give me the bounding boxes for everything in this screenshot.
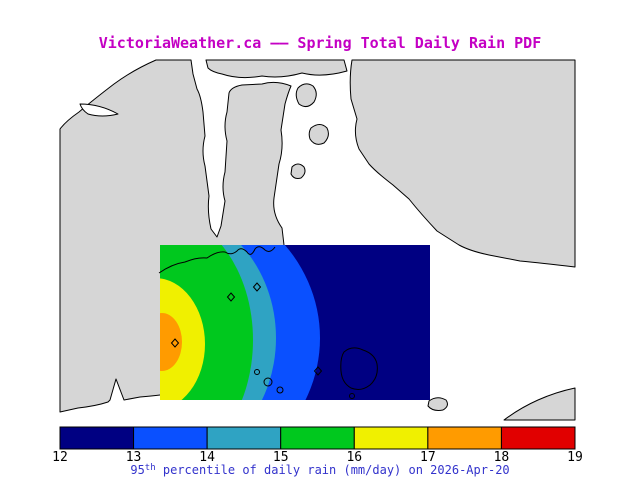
- land-olympic-peninsula: [503, 387, 576, 421]
- colorbar-label: 18: [494, 450, 510, 465]
- land-saltspring-strip: [205, 59, 348, 79]
- colorbar-segment: [133, 426, 208, 450]
- colorbar-segment: [500, 426, 576, 450]
- plot-title: VictoriaWeather.ca —— Spring Total Daily…: [99, 34, 542, 52]
- station-marker: [226, 292, 236, 302]
- coastline-overlays: [158, 246, 378, 399]
- islet-outline: [254, 369, 260, 375]
- caption-value: 95: [130, 463, 144, 477]
- colorbar-segment: [206, 426, 282, 450]
- colorbar-label: 12: [52, 450, 68, 465]
- colorbar-caption: 95th percentile of daily rain (mm/day) o…: [130, 463, 509, 477]
- small-island: [427, 397, 448, 411]
- colorbar-labels: 12 13 14 15 16 17 18 19: [52, 450, 583, 465]
- small-island: [295, 83, 317, 108]
- station-marker: [252, 282, 262, 292]
- station-marker: [170, 338, 180, 348]
- colorbar: [59, 426, 576, 450]
- coastal-inlet: [79, 103, 119, 117]
- colorbar-label: 16: [346, 450, 362, 465]
- colorbar-segment: [59, 426, 135, 450]
- colorbar-label: 14: [199, 450, 215, 465]
- colorbar-label: 15: [273, 450, 289, 465]
- colorbar-label: 19: [567, 450, 583, 465]
- victoria-harbour-coast: [158, 246, 276, 274]
- colorbar-segment: [353, 426, 429, 450]
- small-island: [308, 124, 329, 145]
- contour-band-17-18: [160, 313, 182, 371]
- caption-superscript: th: [145, 463, 156, 473]
- islet-outline: [349, 393, 355, 399]
- colorbar-segment: [280, 426, 355, 450]
- rain-contour-field: [160, 245, 430, 400]
- islet-outline: [263, 377, 273, 387]
- caption-rest: percentile of daily rain (mm/day) on 202…: [156, 463, 510, 477]
- san-juan-island-outline: [340, 347, 378, 390]
- islet-outline: [276, 386, 284, 394]
- small-island: [290, 163, 306, 179]
- contour-band-16-17: [160, 278, 205, 400]
- colorbar-label: 17: [420, 450, 436, 465]
- colorbar-segment: [427, 426, 502, 450]
- station-markers: [170, 282, 323, 376]
- colorbar-label: 13: [126, 450, 142, 465]
- land-gulf-islands-mainland: [349, 59, 576, 268]
- station-marker: [313, 366, 323, 376]
